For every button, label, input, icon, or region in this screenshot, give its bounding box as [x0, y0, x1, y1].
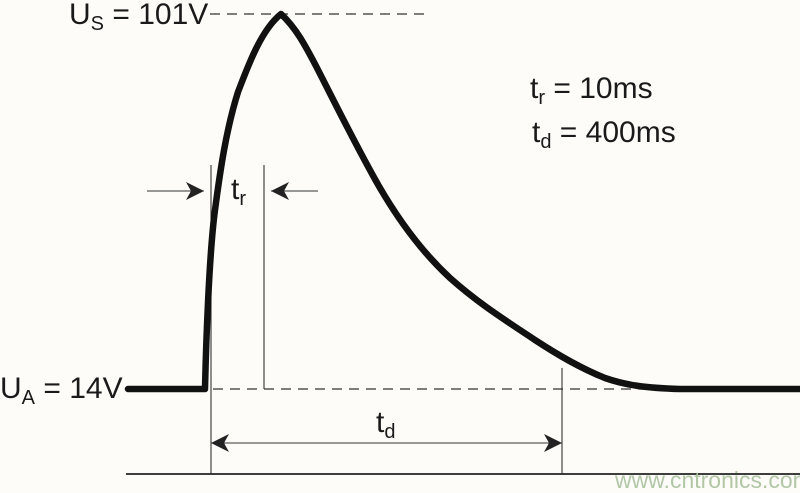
- svg-text:www.cntronics.com: www.cntronics.com: [614, 467, 800, 493]
